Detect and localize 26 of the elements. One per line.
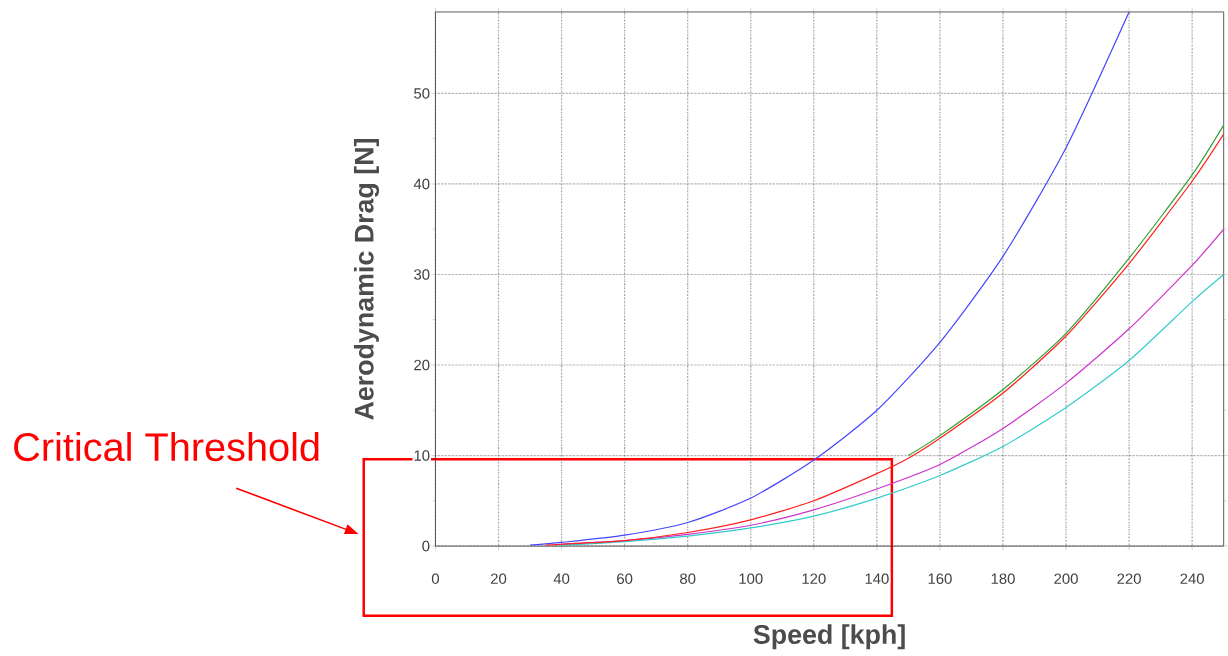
x-tick-label: 180 xyxy=(991,573,1015,585)
text: Critical Threshold xyxy=(14,432,319,462)
x-tick-label: 200 xyxy=(1054,573,1078,585)
x-tick-label: 160 xyxy=(928,573,952,585)
line-series xyxy=(529,12,1130,546)
y-tick-label: 20 xyxy=(414,359,430,371)
y-tick-label: 30 xyxy=(414,269,430,280)
x-axis-title: Speed [kph] xyxy=(753,624,905,650)
line-series xyxy=(560,274,1224,546)
line-series xyxy=(907,124,1224,457)
x-tick-label: 20 xyxy=(490,573,507,585)
x-tick-label: 140 xyxy=(865,573,889,585)
y-tick-label: 50 xyxy=(414,88,430,99)
x-tick-label: 0 xyxy=(431,573,440,585)
x-tick-label: 80 xyxy=(680,573,696,585)
y-tick-label: 40 xyxy=(413,178,430,190)
line-series xyxy=(545,133,1224,546)
x-tick-label: 100 xyxy=(739,573,763,585)
x-tick-label: 240 xyxy=(1180,573,1204,585)
x-tick-label: 40 xyxy=(553,573,570,585)
y-axis-title: Aerodynamic Drag [N] xyxy=(353,139,380,420)
y-tick-label: 10 xyxy=(414,450,430,461)
y-tick-label: 0 xyxy=(422,540,430,552)
x-tick-label: 220 xyxy=(1117,573,1141,585)
x-tick-label: 120 xyxy=(802,573,826,585)
x-tick-label: 60 xyxy=(617,573,633,585)
